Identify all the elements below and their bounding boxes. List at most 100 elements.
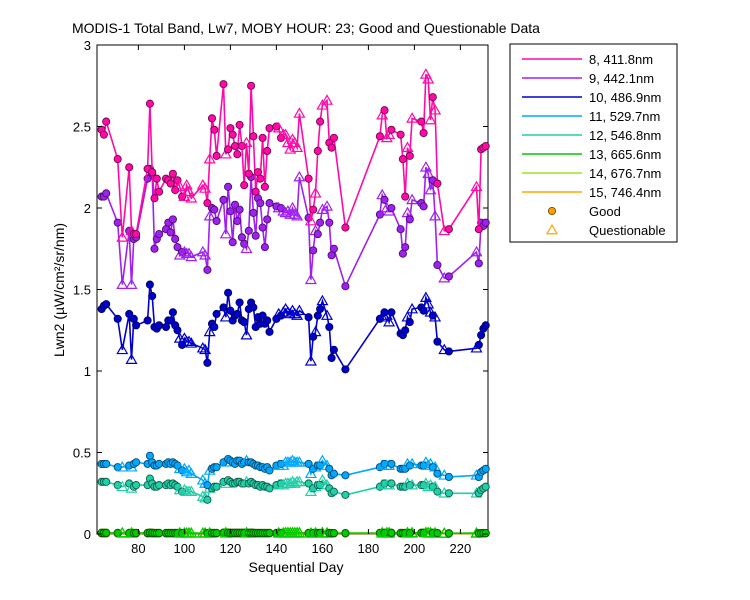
questionable-point [419, 291, 432, 302]
good-point [233, 216, 242, 226]
questionable-point [125, 278, 138, 289]
good-point [341, 471, 350, 480]
good-point [247, 81, 256, 90]
good-point [203, 358, 212, 367]
good-point [230, 142, 240, 151]
questionable-point [240, 328, 253, 340]
good-point [235, 120, 244, 129]
questionable-point [304, 467, 317, 479]
questionable-point [116, 343, 129, 355]
questionable-point [277, 478, 290, 490]
good-point [143, 316, 152, 325]
good-point [203, 481, 212, 490]
questionable-point [419, 161, 432, 172]
legend-label: 11, 529.7nm [589, 109, 660, 124]
good-point [155, 321, 164, 330]
good-point [228, 238, 237, 247]
legend-good-label: Good [589, 204, 621, 219]
questionable-point [470, 245, 483, 257]
questionable-point [240, 136, 253, 148]
good-point [387, 459, 396, 468]
good-point [444, 347, 453, 356]
good-point [99, 130, 108, 139]
questionable-point [281, 306, 294, 317]
questionable-point [185, 467, 198, 479]
good-point [329, 529, 338, 538]
questionable-point [429, 103, 442, 115]
good-point [235, 205, 244, 214]
good-point [481, 218, 490, 227]
good-point [316, 117, 325, 126]
questionable-point [116, 480, 129, 492]
questionable-point [293, 475, 306, 487]
questionable-point [125, 353, 138, 364]
good-point [212, 463, 221, 472]
x-tick-label: 80 [131, 541, 145, 556]
series-group [97, 451, 490, 490]
good-point [316, 305, 325, 314]
good-point [265, 199, 274, 208]
questionable-point [293, 456, 306, 467]
questionable-point [291, 141, 304, 153]
good-point [265, 327, 274, 336]
good-point [102, 528, 111, 537]
good-point [212, 309, 221, 319]
good-point [132, 230, 141, 239]
legend-questionable-label: Questionable [589, 223, 666, 238]
questionable-point [429, 209, 442, 221]
good-point [203, 199, 212, 208]
questionable-point [185, 192, 198, 203]
x-axis-label: Sequential Day [249, 559, 344, 575]
axis-layer: 80 100 120 140 160 180 200 220 0 0.5 1 1.5 2 2.5 3 [73, 38, 488, 556]
good-point [481, 482, 490, 491]
good-point [375, 210, 384, 219]
good-point [329, 244, 338, 253]
legend-label: 9, 442.1nm [589, 71, 654, 86]
good-point [102, 459, 111, 468]
good-point [233, 309, 242, 319]
y-tick-label: 1.5 [73, 283, 91, 298]
questionable-point [422, 297, 435, 309]
good-point [396, 130, 405, 139]
good-point [474, 259, 483, 268]
good-point [207, 114, 217, 123]
good-point [102, 300, 111, 309]
x-tick-label: 140 [266, 541, 288, 556]
good-point [251, 231, 260, 240]
good-point [132, 458, 141, 467]
x-tick-label: 180 [358, 541, 380, 556]
series-group [97, 280, 490, 374]
good-point [387, 308, 396, 317]
questionable-point [304, 273, 317, 285]
good-point [401, 326, 410, 335]
good-point [260, 243, 269, 252]
y-tick-label: 3 [84, 38, 91, 53]
good-point [396, 225, 405, 234]
legend-label: 13, 665.6nm [589, 147, 661, 162]
questionable-point [185, 485, 198, 496]
good-point [329, 487, 338, 496]
good-point [168, 169, 177, 178]
questionable-point [406, 457, 419, 469]
good-point [419, 202, 428, 211]
questionable-point [291, 209, 304, 221]
questionable-point [320, 200, 334, 211]
good-point [210, 125, 219, 134]
good-point [405, 151, 414, 160]
questionable-point [293, 107, 306, 118]
good-point [224, 145, 233, 154]
good-point [240, 181, 249, 190]
good-point [249, 303, 258, 312]
good-point [258, 311, 267, 320]
questionable-point [316, 474, 329, 485]
good-point [401, 243, 410, 252]
good-point [433, 487, 442, 496]
questionable-point [424, 113, 437, 125]
good-point [433, 179, 442, 188]
x-tick-label: 160 [312, 541, 334, 556]
questionable-point [288, 477, 301, 488]
legend-questionable-marker [545, 223, 559, 235]
good-point [260, 182, 269, 191]
good-point [428, 93, 437, 102]
good-point [304, 174, 313, 183]
